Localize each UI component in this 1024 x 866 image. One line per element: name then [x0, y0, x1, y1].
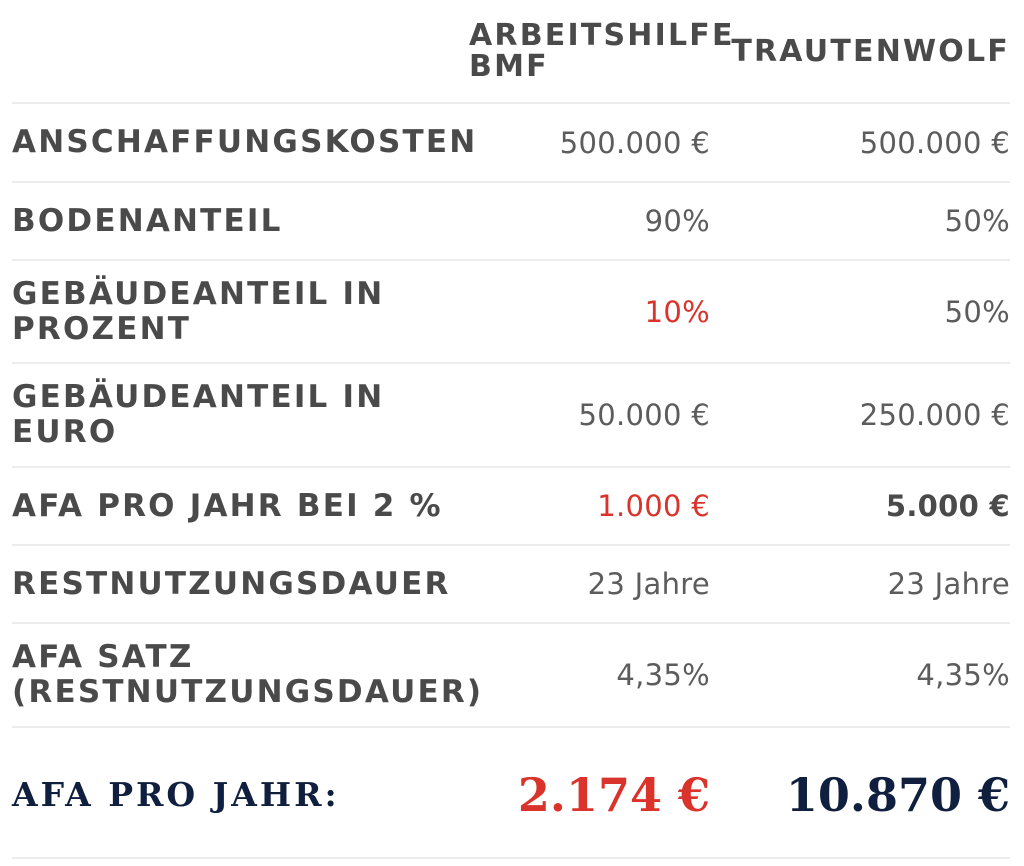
row-label: RESTNUTZUNGSDAUER: [12, 565, 451, 602]
row-label: ANSCHAFFUNGSKOSTEN: [12, 124, 478, 160]
value-bmf-highlighted: 1.000 €: [597, 489, 710, 523]
value-bmf: 23 Jahre: [587, 567, 710, 601]
value-trautenwolf-bold: 5.000 €: [885, 489, 1010, 523]
table-row: GEBÄUDEANTEIL IN EURO 50.000 € 250.000 €: [12, 364, 1010, 468]
value-trautenwolf: 50%: [944, 204, 1010, 238]
value-bmf: 50.000 €: [578, 398, 710, 432]
table-row: AFA PRO JAHR BEI 2 % 1.000 € 5.000 €: [12, 468, 1010, 546]
value-bmf-highlighted: 10%: [644, 294, 710, 329]
total-value-bmf: 2.174 €: [517, 767, 710, 822]
value-trautenwolf: 23 Jahre: [887, 567, 1010, 601]
table-row: ANSCHAFFUNGSKOSTEN 500.000 € 500.000 €: [12, 104, 1010, 183]
total-value-trautenwolf: 10.870 €: [785, 767, 1010, 822]
total-row: AFA PRO JAHR: 2.174 € 10.870 €: [12, 728, 1010, 859]
table-row: RESTNUTZUNGSDAUER 23 Jahre 23 Jahre: [12, 546, 1010, 624]
table-row: BODENANTEIL 90% 50%: [12, 183, 1010, 261]
row-label: AFA SATZ (RESTNUTZUNGSDAUER): [12, 639, 484, 710]
table-row: AFA SATZ (RESTNUTZUNGSDAUER) 4,35% 4,35%: [12, 624, 1010, 728]
column-header-bmf: ARBEITSHILFE BMF: [469, 18, 735, 84]
row-label: AFA PRO JAHR BEI 2 %: [12, 487, 443, 524]
value-bmf: 90%: [644, 204, 710, 238]
row-label: BODENANTEIL: [12, 202, 283, 239]
value-trautenwolf: 4,35%: [916, 658, 1010, 692]
value-trautenwolf: 500.000 €: [859, 125, 1010, 160]
value-trautenwolf: 50%: [944, 294, 1010, 329]
value-bmf: 4,35%: [616, 658, 710, 692]
row-label: GEBÄUDEANTEIL IN EURO: [12, 379, 385, 450]
total-label: AFA PRO JAHR:: [12, 775, 340, 814]
row-label: GEBÄUDEANTEIL IN PROZENT: [12, 275, 385, 347]
column-header-trautenwolf: TRAUTENWOLF: [731, 33, 1010, 69]
table-header-row: ARBEITSHILFE BMF TRAUTENWOLF: [12, 0, 1010, 104]
table-row: GEBÄUDEANTEIL IN PROZENT 10% 50%: [12, 261, 1010, 364]
value-trautenwolf: 250.000 €: [859, 398, 1010, 432]
comparison-table: ARBEITSHILFE BMF TRAUTENWOLF ANSCHAFFUNG…: [12, 0, 1010, 859]
value-bmf: 500.000 €: [559, 125, 710, 160]
